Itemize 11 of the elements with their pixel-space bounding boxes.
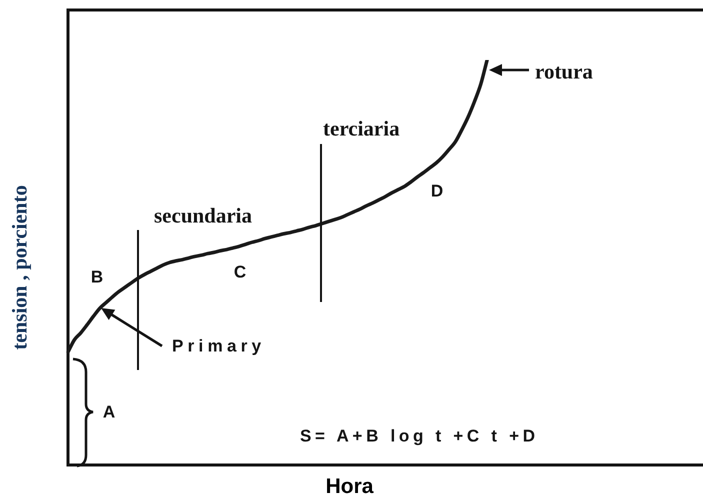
annotation: S= A+B log t +C t +D	[300, 426, 539, 446]
y-axis-title: tension , porciento	[7, 185, 32, 350]
x-axis-title: Hora	[326, 474, 374, 497]
annotation: Primary	[172, 336, 266, 356]
annotation: terciaria	[323, 116, 400, 140]
annotation: A	[102, 402, 116, 422]
annotation: B	[90, 268, 104, 287]
annotation: secundaria	[154, 203, 253, 228]
annotation: C	[234, 262, 246, 282]
annotation: rotura	[535, 59, 594, 84]
annotation: D	[430, 182, 444, 201]
